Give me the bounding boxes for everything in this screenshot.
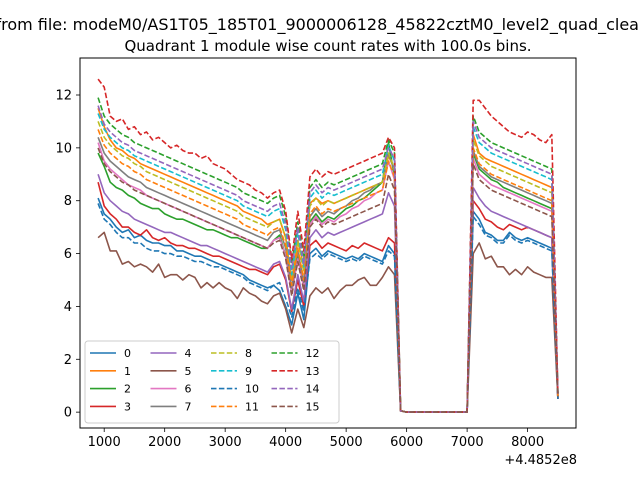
series-lines bbox=[97, 78, 559, 413]
series-line-3 bbox=[97, 182, 559, 413]
figure-suptitle: Plot from file: modeM0/AS1T05_185T01_900… bbox=[0, 15, 640, 35]
legend-label-8: 8 bbox=[245, 347, 252, 360]
y-tick-label: 6 bbox=[64, 247, 72, 262]
series-line-12 bbox=[97, 97, 559, 413]
series-line-0 bbox=[97, 197, 559, 413]
y-tick-label: 12 bbox=[55, 89, 72, 104]
legend-label-13: 13 bbox=[306, 365, 320, 378]
y-tick-label: 10 bbox=[55, 141, 72, 156]
series-line-6 bbox=[97, 142, 559, 413]
legend-label-12: 12 bbox=[306, 347, 320, 360]
series-line-8 bbox=[97, 121, 559, 413]
series-line-2 bbox=[97, 141, 559, 413]
series-line-14 bbox=[97, 105, 559, 413]
legend-label-15: 15 bbox=[306, 400, 320, 413]
x-tick-label: 3000 bbox=[209, 435, 242, 450]
x-tick-label: 4000 bbox=[269, 435, 302, 450]
x-offset-label: +4.4852e8 bbox=[504, 453, 577, 468]
chart-title: Quadrant 1 module wise count rates with … bbox=[124, 37, 531, 55]
x-tick-label: 6000 bbox=[390, 435, 423, 450]
y-tick-label: 0 bbox=[64, 406, 72, 421]
series-line-7 bbox=[97, 137, 559, 413]
series-line-13 bbox=[97, 78, 559, 413]
y-tick-label: 4 bbox=[64, 300, 72, 315]
legend-label-6: 6 bbox=[185, 383, 192, 396]
legend-label-3: 3 bbox=[124, 400, 131, 413]
legend-label-2: 2 bbox=[124, 383, 131, 396]
series-line-1 bbox=[97, 107, 559, 413]
x-axis-ticks: 1000 2000 3000 4000 5000 6000 7000 8000 bbox=[88, 428, 544, 450]
series-line-11 bbox=[97, 129, 559, 413]
legend-label-14: 14 bbox=[306, 383, 320, 396]
x-tick-label: 5000 bbox=[330, 435, 363, 450]
series-line-4 bbox=[97, 174, 559, 413]
y-tick-label: 8 bbox=[64, 194, 72, 209]
x-tick-label: 8000 bbox=[511, 435, 544, 450]
series-line-10 bbox=[97, 203, 559, 413]
y-axis-ticks: 0 2 4 6 8 10 12 bbox=[55, 89, 80, 421]
series-line-15 bbox=[97, 147, 559, 413]
legend-label-4: 4 bbox=[185, 347, 192, 360]
series-line-5 bbox=[97, 231, 559, 413]
legend-label-9: 9 bbox=[245, 365, 252, 378]
x-tick-label: 1000 bbox=[88, 435, 121, 450]
legend-label-10: 10 bbox=[245, 383, 259, 396]
legend-label-7: 7 bbox=[185, 400, 192, 413]
x-tick-label: 7000 bbox=[451, 435, 484, 450]
legend-label-11: 11 bbox=[245, 400, 259, 413]
series-line-9 bbox=[97, 113, 559, 413]
y-tick-label: 2 bbox=[64, 353, 72, 368]
legend-label-1: 1 bbox=[124, 365, 131, 378]
legend-box bbox=[84, 340, 340, 424]
legend-label-5: 5 bbox=[185, 365, 192, 378]
plot-frame bbox=[79, 57, 577, 429]
legend-label-0: 0 bbox=[124, 347, 131, 360]
x-tick-label: 2000 bbox=[148, 435, 181, 450]
